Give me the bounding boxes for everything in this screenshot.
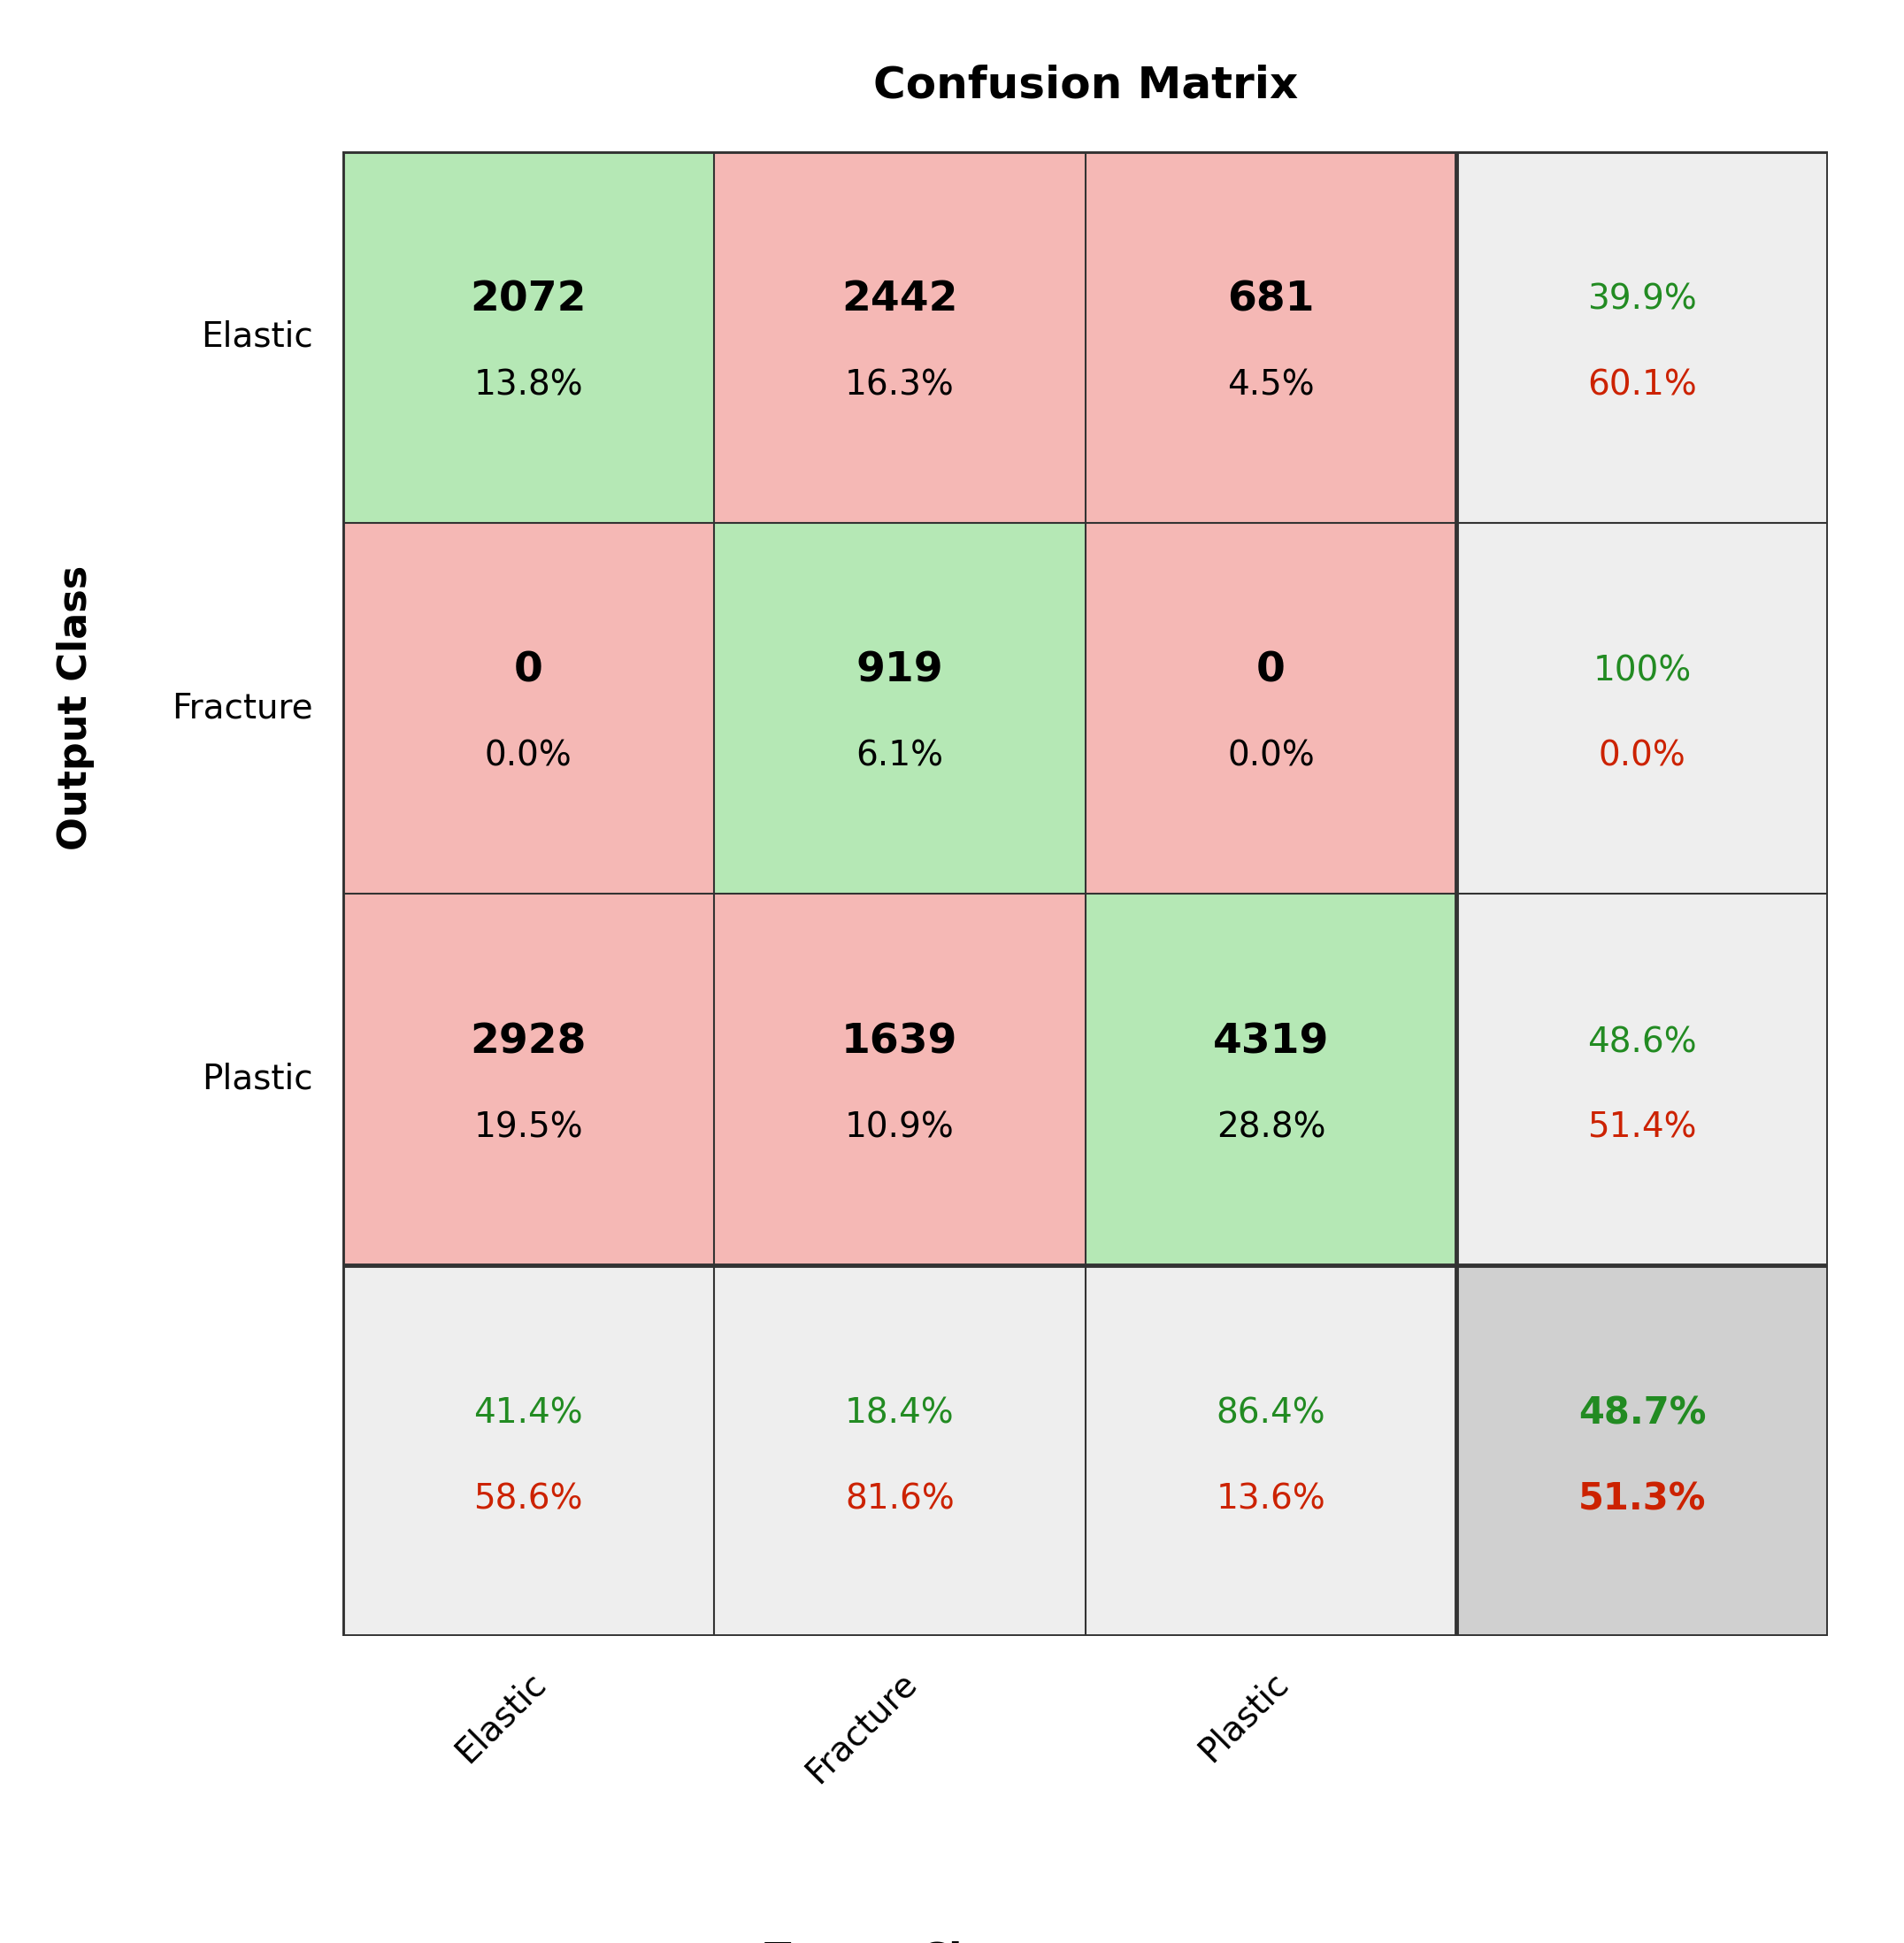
Bar <box>714 1265 1085 1636</box>
Text: 48.6%: 48.6% <box>1588 1026 1696 1059</box>
Text: 1639: 1639 <box>842 1022 958 1063</box>
Text: 19.5%: 19.5% <box>474 1111 583 1144</box>
Bar <box>1085 152 1457 523</box>
Bar <box>343 523 714 894</box>
Text: 51.3%: 51.3% <box>1578 1481 1706 1517</box>
Text: 0.0%: 0.0% <box>1228 740 1314 773</box>
Text: 13.6%: 13.6% <box>1217 1483 1325 1516</box>
Text: 6.1%: 6.1% <box>855 740 944 773</box>
Text: Plastic: Plastic <box>202 1063 312 1096</box>
Text: Fracture: Fracture <box>171 692 312 725</box>
Bar <box>343 152 714 523</box>
Text: 0.0%: 0.0% <box>486 740 571 773</box>
Text: Confusion Matrix: Confusion Matrix <box>872 64 1299 107</box>
Text: Elastic: Elastic <box>202 321 312 354</box>
Bar <box>1457 152 1828 523</box>
Text: 0.0%: 0.0% <box>1599 740 1685 773</box>
Text: 0: 0 <box>514 651 543 692</box>
Text: Plastic: Plastic <box>1192 1665 1295 1768</box>
Text: 13.8%: 13.8% <box>474 369 583 402</box>
Bar <box>1085 894 1457 1265</box>
Text: 48.7%: 48.7% <box>1578 1395 1706 1432</box>
Text: 10.9%: 10.9% <box>845 1111 954 1144</box>
Text: Target Class: Target Class <box>764 1941 1036 1943</box>
Text: 2442: 2442 <box>842 280 958 319</box>
Text: 2072: 2072 <box>470 280 586 319</box>
Text: Output Class: Output Class <box>57 565 95 851</box>
Bar <box>1085 523 1457 894</box>
Text: 16.3%: 16.3% <box>845 369 954 402</box>
Text: 18.4%: 18.4% <box>845 1397 954 1430</box>
Text: 0: 0 <box>1257 651 1285 692</box>
Text: 681: 681 <box>1228 280 1314 319</box>
Text: Fracture: Fracture <box>800 1665 923 1790</box>
Bar <box>714 152 1085 523</box>
Bar <box>1457 894 1828 1265</box>
Text: 39.9%: 39.9% <box>1588 284 1696 317</box>
Text: 2928: 2928 <box>470 1022 586 1063</box>
Text: 51.4%: 51.4% <box>1588 1111 1696 1144</box>
Text: 919: 919 <box>857 651 942 692</box>
Text: 4319: 4319 <box>1213 1022 1329 1063</box>
Text: 58.6%: 58.6% <box>474 1483 583 1516</box>
Text: 86.4%: 86.4% <box>1217 1397 1325 1430</box>
Bar <box>714 894 1085 1265</box>
Text: Elastic: Elastic <box>449 1665 552 1770</box>
Bar <box>1457 523 1828 894</box>
Bar <box>714 523 1085 894</box>
Text: 60.1%: 60.1% <box>1588 369 1696 402</box>
Text: 41.4%: 41.4% <box>474 1397 583 1430</box>
Bar <box>1085 1265 1457 1636</box>
Text: 4.5%: 4.5% <box>1228 369 1314 402</box>
Text: 81.6%: 81.6% <box>845 1483 954 1516</box>
Text: 100%: 100% <box>1594 655 1691 688</box>
Bar <box>343 1265 714 1636</box>
Text: 28.8%: 28.8% <box>1217 1111 1325 1144</box>
Bar <box>343 894 714 1265</box>
Bar <box>1457 1265 1828 1636</box>
